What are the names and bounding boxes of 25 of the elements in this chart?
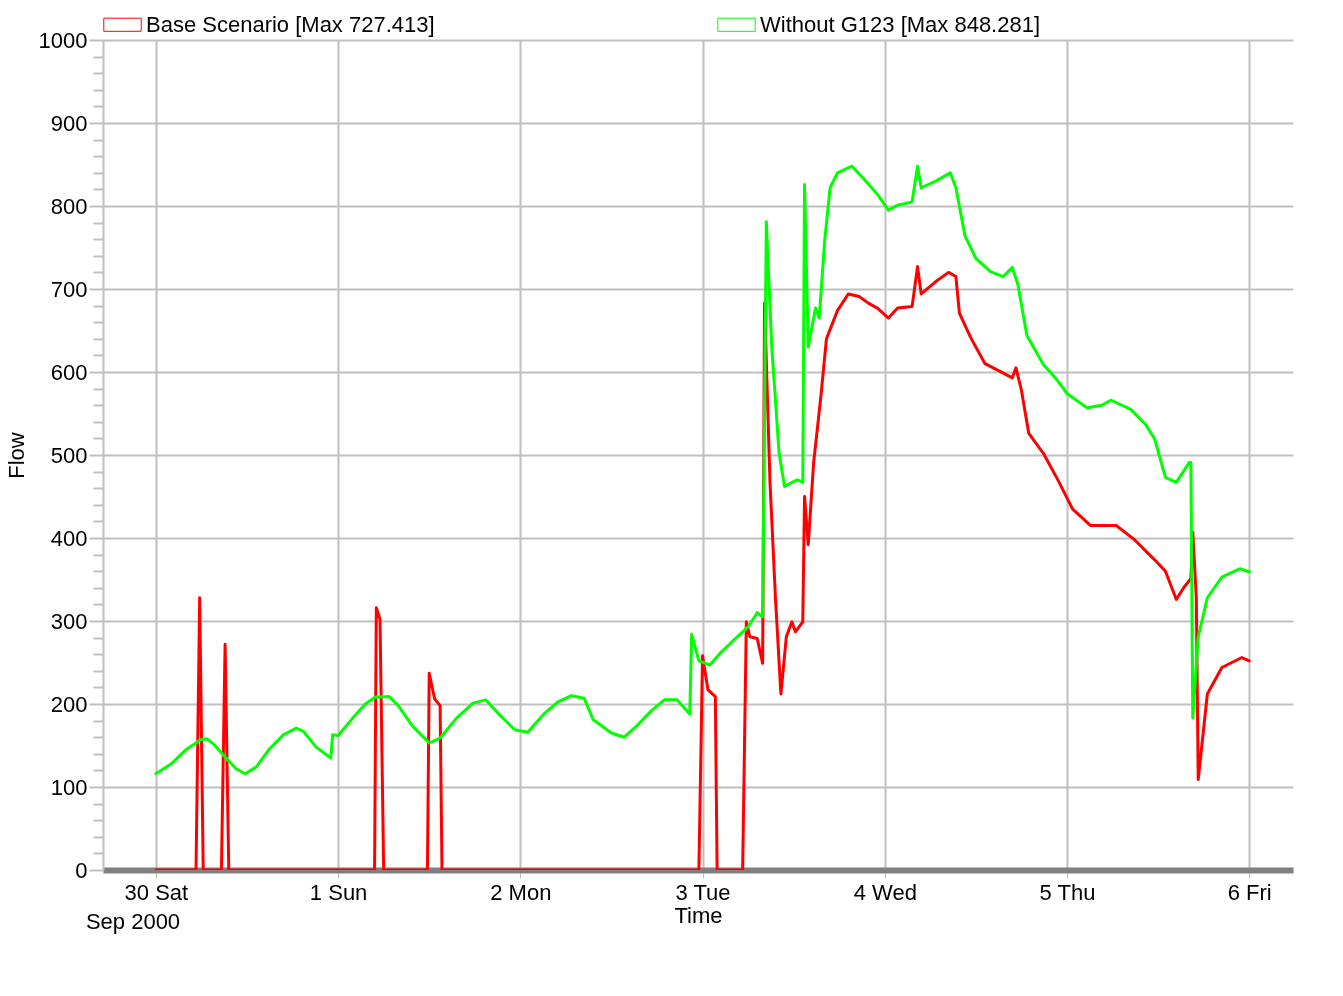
y-tick-label: 500 [50,442,88,468]
y-tick-label: 100 [50,774,88,800]
y-tick-label: 300 [50,608,88,634]
legend-label: Base Scenario [Max 727.413] [146,11,435,37]
text: Sep 2000 [85,909,181,934]
y-tick-label: 700 [50,276,88,302]
x-axis-title: Time [674,902,723,928]
y-tick-label: 900 [50,110,88,136]
line-series [154,265,1251,870]
x-tick-label: 6 Fri [1227,879,1272,905]
y-tick-label: 1000 [38,27,88,53]
x-tick-label: 5 Thu [1039,879,1096,905]
y-tick-label: 800 [50,193,88,219]
legend-label: Without G123 [Max 848.281] [760,11,1041,37]
y-axis-title: Flow [3,432,29,479]
y-tick-label: 200 [50,691,88,717]
y-tick-label: 400 [50,525,88,551]
x-tick-label: 2 Mon [490,879,552,905]
x-tick-label: 1 Sun [309,879,368,905]
y-tick-label: 600 [50,359,88,385]
x-tick-label: 3 Tue [675,879,731,905]
x-tick-label: 30 Sat [124,879,189,905]
line-series [154,164,1251,776]
y-tick-label: 0 [75,857,88,883]
x-tick-label: 4 Wed [853,879,917,905]
